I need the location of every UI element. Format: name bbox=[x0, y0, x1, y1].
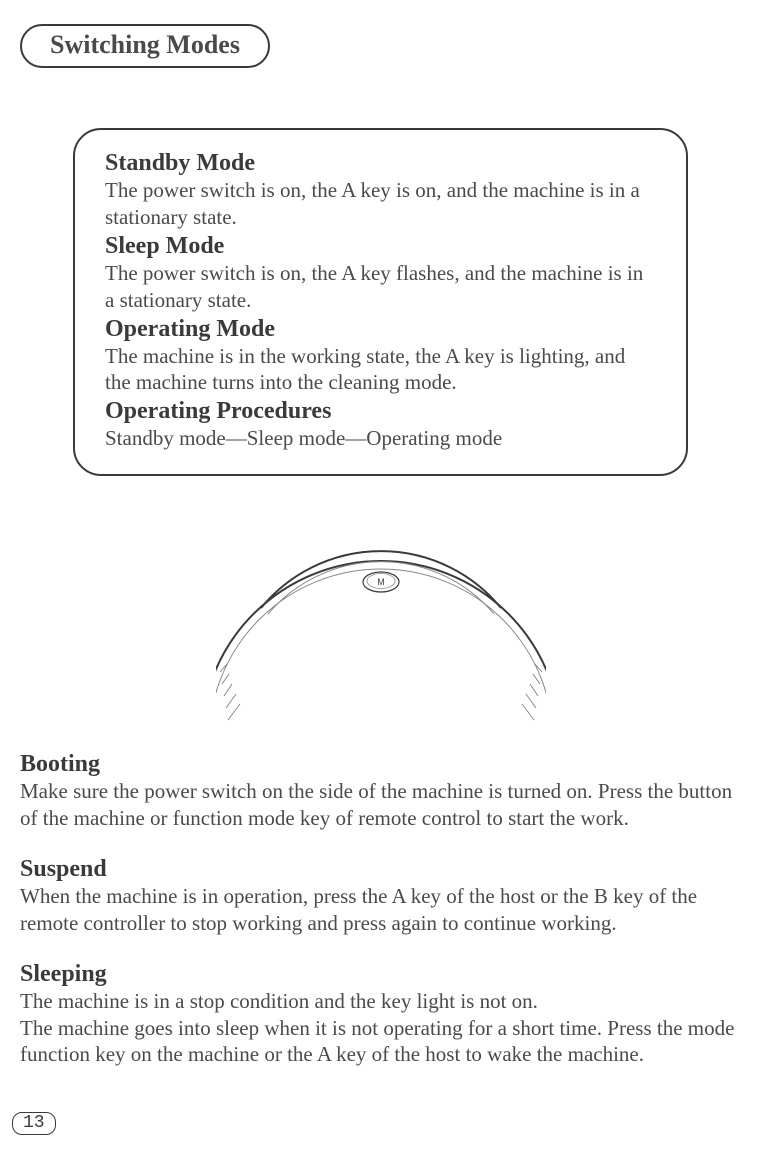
mode-title: Operating Procedures bbox=[105, 398, 656, 425]
section-heading: Sleeping bbox=[20, 961, 743, 988]
mode-title: Operating Mode bbox=[105, 316, 656, 343]
mode-title: Standby Mode bbox=[105, 150, 656, 177]
lower-sections: Booting Make sure the power switch on th… bbox=[14, 751, 747, 1068]
section-body: The machine is in a stop condition and t… bbox=[20, 988, 743, 1069]
mode-text: The power switch is on, the A key flashe… bbox=[105, 260, 656, 314]
mode-text: Standby mode—Sleep mode—Operating mode bbox=[105, 425, 656, 452]
section-title: Switching Modes bbox=[50, 30, 240, 59]
section-body: When the machine is in operation, press … bbox=[20, 883, 743, 937]
device-button-label: M bbox=[377, 577, 385, 587]
device-diagram: M bbox=[14, 546, 747, 729]
page-number: 13 bbox=[12, 1112, 56, 1135]
section-heading: Booting bbox=[20, 751, 743, 778]
section-heading: Suspend bbox=[20, 856, 743, 883]
modes-info-box: Standby Mode The power switch is on, the… bbox=[73, 128, 688, 476]
page-number-badge: 13 bbox=[12, 1112, 56, 1135]
mode-text: The power switch is on, the A key is on,… bbox=[105, 177, 656, 231]
mode-text: The machine is in the working state, the… bbox=[105, 343, 656, 397]
section-body: Make sure the power switch on the side o… bbox=[20, 778, 743, 832]
section-title-pill: Switching Modes bbox=[20, 24, 270, 68]
mode-title: Sleep Mode bbox=[105, 233, 656, 260]
